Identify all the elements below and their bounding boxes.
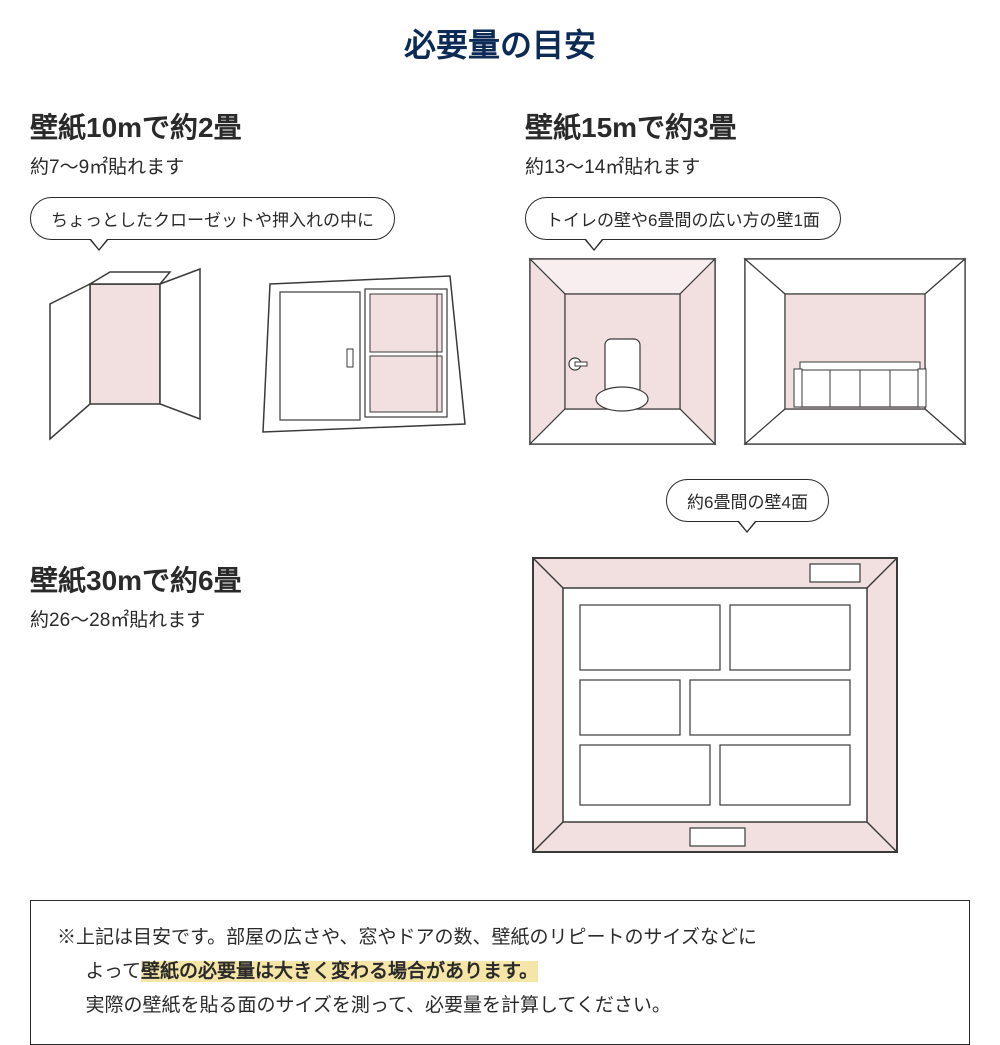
section-30m-heading: 壁紙30mで約6畳 (30, 559, 475, 599)
section-30m: 壁紙30mで約6畳 約26〜28㎡貼れます (30, 559, 475, 860)
section-15m-illustrations (525, 254, 970, 449)
section-30m-bubble: 約6畳間の壁4面 (666, 479, 829, 522)
main-title: 必要量の目安 (30, 20, 970, 66)
note-line-1: ※上記は目安です。部屋の広さや、窓やドアの数、壁紙のリピートのサイズなどに (57, 921, 943, 955)
section-10m-heading: 壁紙10mで約2畳 (30, 106, 475, 146)
note-line-2-highlight: 壁紙の必要量は大きく変わる場合があります。 (141, 961, 538, 982)
room-plan-illustration (525, 550, 970, 860)
section-15m-bubble: トイレの壁や6畳間の広い方の壁1面 (525, 197, 841, 240)
section-10m-illustrations (30, 254, 475, 444)
closet-sliding-illustration (255, 254, 475, 444)
living-room-wall-illustration (740, 254, 970, 449)
section-10m-bubble: ちょっとしたクローゼットや押入れの中に (30, 197, 395, 240)
section-10m-sub: 約7〜9㎡貼れます (30, 152, 475, 179)
section-15m-heading: 壁紙15mで約3畳 (525, 106, 970, 146)
note-line-2-prefix: よって (86, 961, 141, 982)
section-30m-illustration-wrap: 約6畳間の壁4面 (525, 479, 970, 860)
toilet-room-illustration (525, 254, 722, 449)
note-box: ※上記は目安です。部屋の広さや、窓やドアの数、壁紙のリピートのサイズなどに よっ… (30, 900, 970, 1045)
section-10m: 壁紙10mで約2畳 約7〜9㎡貼れます ちょっとしたクローゼットや押入れの中に (30, 106, 475, 449)
section-30m-sub: 約26〜28㎡貼れます (30, 605, 475, 632)
closet-open-illustration (30, 254, 237, 444)
sections-grid: 壁紙10mで約2畳 約7〜9㎡貼れます ちょっとしたクローゼットや押入れの中に (30, 106, 970, 860)
note-line-2: よって壁紙の必要量は大きく変わる場合があります。 (57, 955, 943, 989)
note-line-3: 実際の壁紙を貼る面のサイズを測って、必要量を計算してください。 (57, 989, 943, 1023)
section-15m-sub: 約13〜14㎡貼れます (525, 152, 970, 179)
section-15m: 壁紙15mで約3畳 約13〜14㎡貼れます トイレの壁や6畳間の広い方の壁1面 (525, 106, 970, 449)
